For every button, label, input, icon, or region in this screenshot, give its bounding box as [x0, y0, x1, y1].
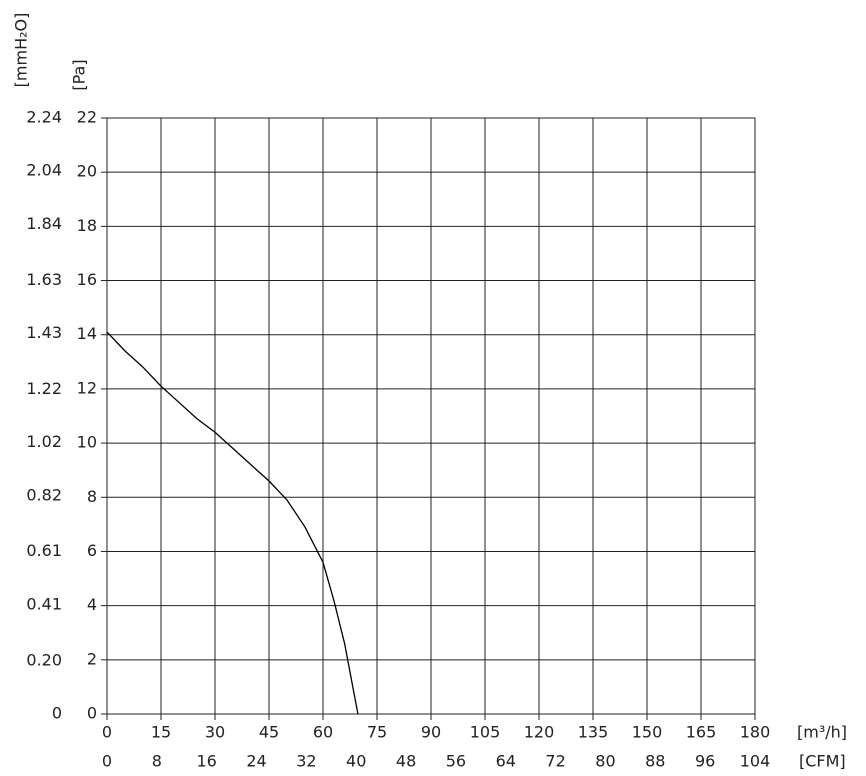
y-tick-label: 22 — [77, 108, 97, 127]
x2-tick-label: 0 — [102, 752, 112, 771]
y2-tick-label: 1.22 — [26, 379, 62, 398]
x-tick-label: 105 — [470, 723, 501, 742]
y2-axis-label: [mmH₂O] — [12, 13, 31, 88]
y2-tick-label: 0.82 — [26, 485, 62, 504]
x2-tick-label: 56 — [446, 752, 466, 771]
x2-tick-label: 48 — [396, 752, 416, 771]
x-tick-label: 15 — [151, 723, 171, 742]
x-tick-label: 165 — [686, 723, 717, 742]
x-tick-label: 120 — [524, 723, 555, 742]
x-tick-label: 60 — [313, 723, 333, 742]
curve — [106, 331, 359, 715]
x-tick-label: 75 — [367, 723, 387, 742]
x-tick-label: 30 — [205, 723, 225, 742]
x2-tick-label: 24 — [246, 752, 266, 771]
x2-axis-label: [CFM] — [799, 752, 846, 771]
x-tick-label: 0 — [102, 723, 112, 742]
y2-tick-label: 0.41 — [26, 594, 62, 613]
y2-tick-label: 2.04 — [26, 161, 62, 180]
x2-tick-label: 32 — [296, 752, 316, 771]
x-axis-label: [m³/h] — [797, 723, 847, 742]
y-tick-label: 8 — [87, 487, 97, 506]
y2-tick-label: 1.43 — [26, 323, 62, 342]
x2-tick-label: 104 — [740, 752, 771, 771]
y2-tick-label: 0.61 — [26, 541, 62, 560]
y-axis-label: [Pa] — [70, 59, 89, 90]
y2-tick-label: 0.20 — [26, 650, 62, 669]
x2-tick-label: 80 — [595, 752, 615, 771]
y2-tick-label: 2.24 — [26, 108, 62, 127]
x2-tick-label: 88 — [645, 752, 665, 771]
y-tick-label: 10 — [77, 433, 97, 452]
x-tick-label: 135 — [578, 723, 609, 742]
x2-tick-label: 16 — [197, 752, 217, 771]
x-tick-label: 150 — [632, 723, 663, 742]
y-tick-label: 4 — [87, 595, 97, 614]
x2-tick-label: 72 — [545, 752, 565, 771]
y2-tick-label: 0 — [52, 704, 62, 723]
y-tick-label: 18 — [77, 216, 97, 235]
x2-tick-label: 96 — [695, 752, 715, 771]
x2-tick-label: 64 — [496, 752, 516, 771]
x-tick-label: 180 — [740, 723, 771, 742]
y2-tick-label: 1.84 — [26, 214, 62, 233]
y-tick-label: 6 — [87, 541, 97, 560]
y-tick-label: 2 — [87, 649, 97, 668]
x-tick-label: 90 — [421, 723, 441, 742]
x2-tick-label: 8 — [152, 752, 162, 771]
y-tick-label: 16 — [77, 270, 97, 289]
y-tick-label: 12 — [77, 378, 97, 397]
y-tick-label: 14 — [77, 324, 97, 343]
x-tick-label: 45 — [259, 723, 279, 742]
y2-tick-label: 1.63 — [26, 270, 62, 289]
x2-tick-label: 40 — [346, 752, 366, 771]
y-tick-label: 20 — [77, 162, 97, 181]
y2-tick-label: 1.02 — [26, 432, 62, 451]
y-tick-label: 0 — [87, 704, 97, 723]
